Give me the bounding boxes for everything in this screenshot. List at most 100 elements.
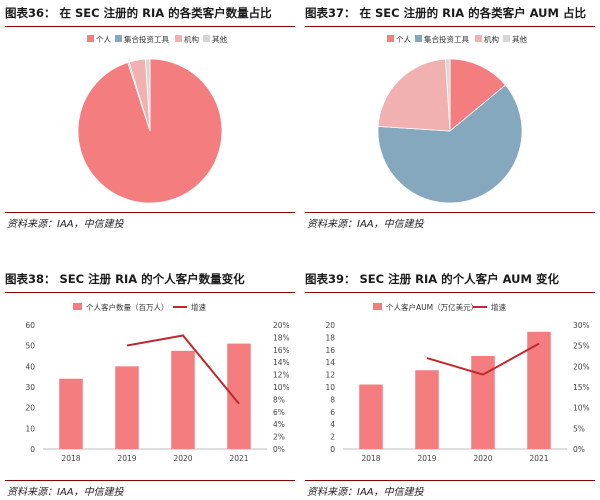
source-note: 资料来源：IAA，中信建投: [307, 219, 424, 230]
y-tick-label: 60: [25, 321, 35, 330]
y-tick-label: 30: [25, 383, 35, 392]
y2-tick-label: 2%: [273, 433, 285, 442]
y2-tick-label: 30%: [573, 321, 590, 330]
y-tick-label: 50: [25, 342, 35, 351]
title-divider: [5, 26, 295, 27]
legend-swatch: [203, 35, 210, 42]
bar: [359, 384, 383, 449]
y2-tick-label: 10%: [573, 404, 590, 413]
legend-swatch: [503, 35, 510, 42]
pie-slice: [377, 84, 523, 204]
legend-label: 个人: [396, 35, 411, 44]
bar: [115, 366, 139, 449]
legend-swatch: [387, 35, 394, 42]
source-note: 资料来源：IAA，中信建投: [7, 487, 124, 498]
x-tick-label: 2018: [361, 454, 380, 463]
x-tick-label: 2020: [473, 454, 492, 463]
y-tick-label: 8: [330, 395, 335, 404]
legend-swatch: [73, 303, 82, 310]
source-note: 资料来源：IAA，中信建投: [7, 219, 124, 230]
panel-individual-client-aum: 图表39： SEC 注册 RIA 的个人客户 AUM 变化 个人客户AUM（万亿…: [305, 271, 595, 498]
bar: [227, 343, 251, 449]
title-divider: [305, 292, 595, 293]
legend-label: 集合投资工具: [124, 34, 169, 44]
y2-tick-label: 20%: [273, 321, 290, 330]
y2-tick-label: 4%: [273, 420, 285, 429]
chart-title: 图表36： 在 SEC 注册的 RIA 的各类客户数量占比: [5, 6, 272, 20]
y-tick-label: 4: [330, 420, 335, 429]
x-tick-label: 2018: [61, 454, 80, 463]
y2-tick-label: 10%: [273, 383, 290, 392]
legend-label: 机构: [484, 34, 499, 44]
legend-label: 其他: [512, 34, 527, 44]
y2-tick-label: 12%: [273, 371, 290, 380]
y-tick-label: 6: [330, 408, 335, 417]
pie-slice: [145, 58, 151, 132]
legend-label: 个人客户AUM（万亿美元）: [386, 302, 478, 312]
y-tick-label: 12: [325, 371, 335, 380]
combo-chart-client-count: 个人客户数量（百万人） 增速 0 10 20 30 40 50 60 0% 2% 4% 6% 8% 10% 1…: [25, 302, 290, 463]
y-tick-label: 2: [330, 433, 335, 442]
legend-label: 增速: [491, 302, 506, 312]
y-tick-label: 0: [30, 445, 35, 454]
pie-chart-client-aum: 个人 集合投资工具 机构 其他: [377, 34, 527, 204]
growth-line: [126, 334, 240, 405]
y-tick-label: 20: [325, 321, 335, 330]
y2-tick-label: 16%: [273, 346, 290, 355]
legend-swatch: [373, 303, 382, 310]
pie-slice: [445, 58, 451, 132]
title-divider: [5, 292, 295, 293]
y-tick-label: 10: [25, 424, 35, 433]
x-tick-label: 2021: [229, 454, 248, 463]
y2-tick-label: 8%: [273, 395, 285, 404]
y2-tick-label: 25%: [573, 342, 590, 351]
legend-label: 集合投资工具: [424, 34, 469, 44]
y2-tick-label: 5%: [573, 424, 585, 433]
panel-individual-client-count: 图表38： SEC 注册 RIA 的个人客户数量变化 个人客户数量（百万人） 增速…: [5, 271, 295, 498]
combo-chart-client-aum: 个人客户AUM（万亿美元） 增速 0 2 4 6 8 10 12 14 16 18 20 0% 5% 10% 1…: [325, 302, 590, 463]
pie-slice: [449, 58, 507, 132]
pie-chart-client-count: 个人 集合投资工具 机构 其他: [77, 34, 227, 204]
bar: [415, 370, 439, 449]
x-tick-label: 2019: [417, 454, 436, 463]
y-tick-label: 10: [325, 383, 335, 392]
panel-client-aum-share: 图表37： 在 SEC 注册的 RIA 的各类客户 AUM 占比 个人 集合投资工…: [305, 5, 595, 230]
y2-tick-label: 20%: [573, 362, 590, 371]
legend-label: 增速: [191, 302, 206, 312]
x-tick-label: 2020: [173, 454, 192, 463]
y2-tick-label: 0%: [573, 445, 585, 454]
footer-divider: [305, 480, 595, 481]
bar: [59, 378, 83, 449]
y2-tick-label: 0%: [273, 445, 285, 454]
footer-divider: [5, 212, 295, 213]
y-tick-label: 18: [325, 333, 335, 342]
source-note: 资料来源：IAA，中信建投: [307, 487, 424, 498]
y2-tick-label: 15%: [573, 383, 590, 392]
legend-label: 其他: [212, 34, 227, 44]
legend-swatch: [475, 35, 482, 42]
legend-label: 个人: [96, 35, 111, 44]
bar: [471, 356, 495, 449]
legend-label: 机构: [184, 34, 199, 44]
y2-tick-label: 18%: [273, 333, 290, 342]
panel-client-count-share: 图表36： 在 SEC 注册的 RIA 的各类客户数量占比 个人 集合投资工具 机构…: [5, 5, 295, 230]
legend-swatch: [115, 35, 122, 42]
y2-tick-label: 14%: [273, 358, 290, 367]
chart-title: 图表39： SEC 注册 RIA 的个人客户 AUM 变化: [305, 272, 559, 286]
y-tick-label: 20: [25, 404, 35, 413]
y-tick-label: 0: [330, 445, 335, 454]
y-tick-label: 16: [325, 346, 335, 355]
legend-label: 个人客户数量（百万人）: [86, 302, 169, 312]
chart-title: 图表37： 在 SEC 注册的 RIA 的各类客户 AUM 占比: [305, 6, 586, 20]
footer-divider: [305, 212, 595, 213]
x-tick-label: 2019: [117, 454, 136, 463]
legend-swatch: [415, 35, 422, 42]
footer-divider: [5, 480, 295, 481]
bar: [527, 331, 551, 449]
pie-slice: [377, 58, 451, 132]
y2-tick-label: 6%: [273, 408, 285, 417]
title-divider: [305, 26, 595, 27]
legend-swatch: [87, 35, 94, 42]
chart-title: 图表38： SEC 注册 RIA 的个人客户数量变化: [5, 272, 245, 286]
legend-swatch: [175, 35, 182, 42]
